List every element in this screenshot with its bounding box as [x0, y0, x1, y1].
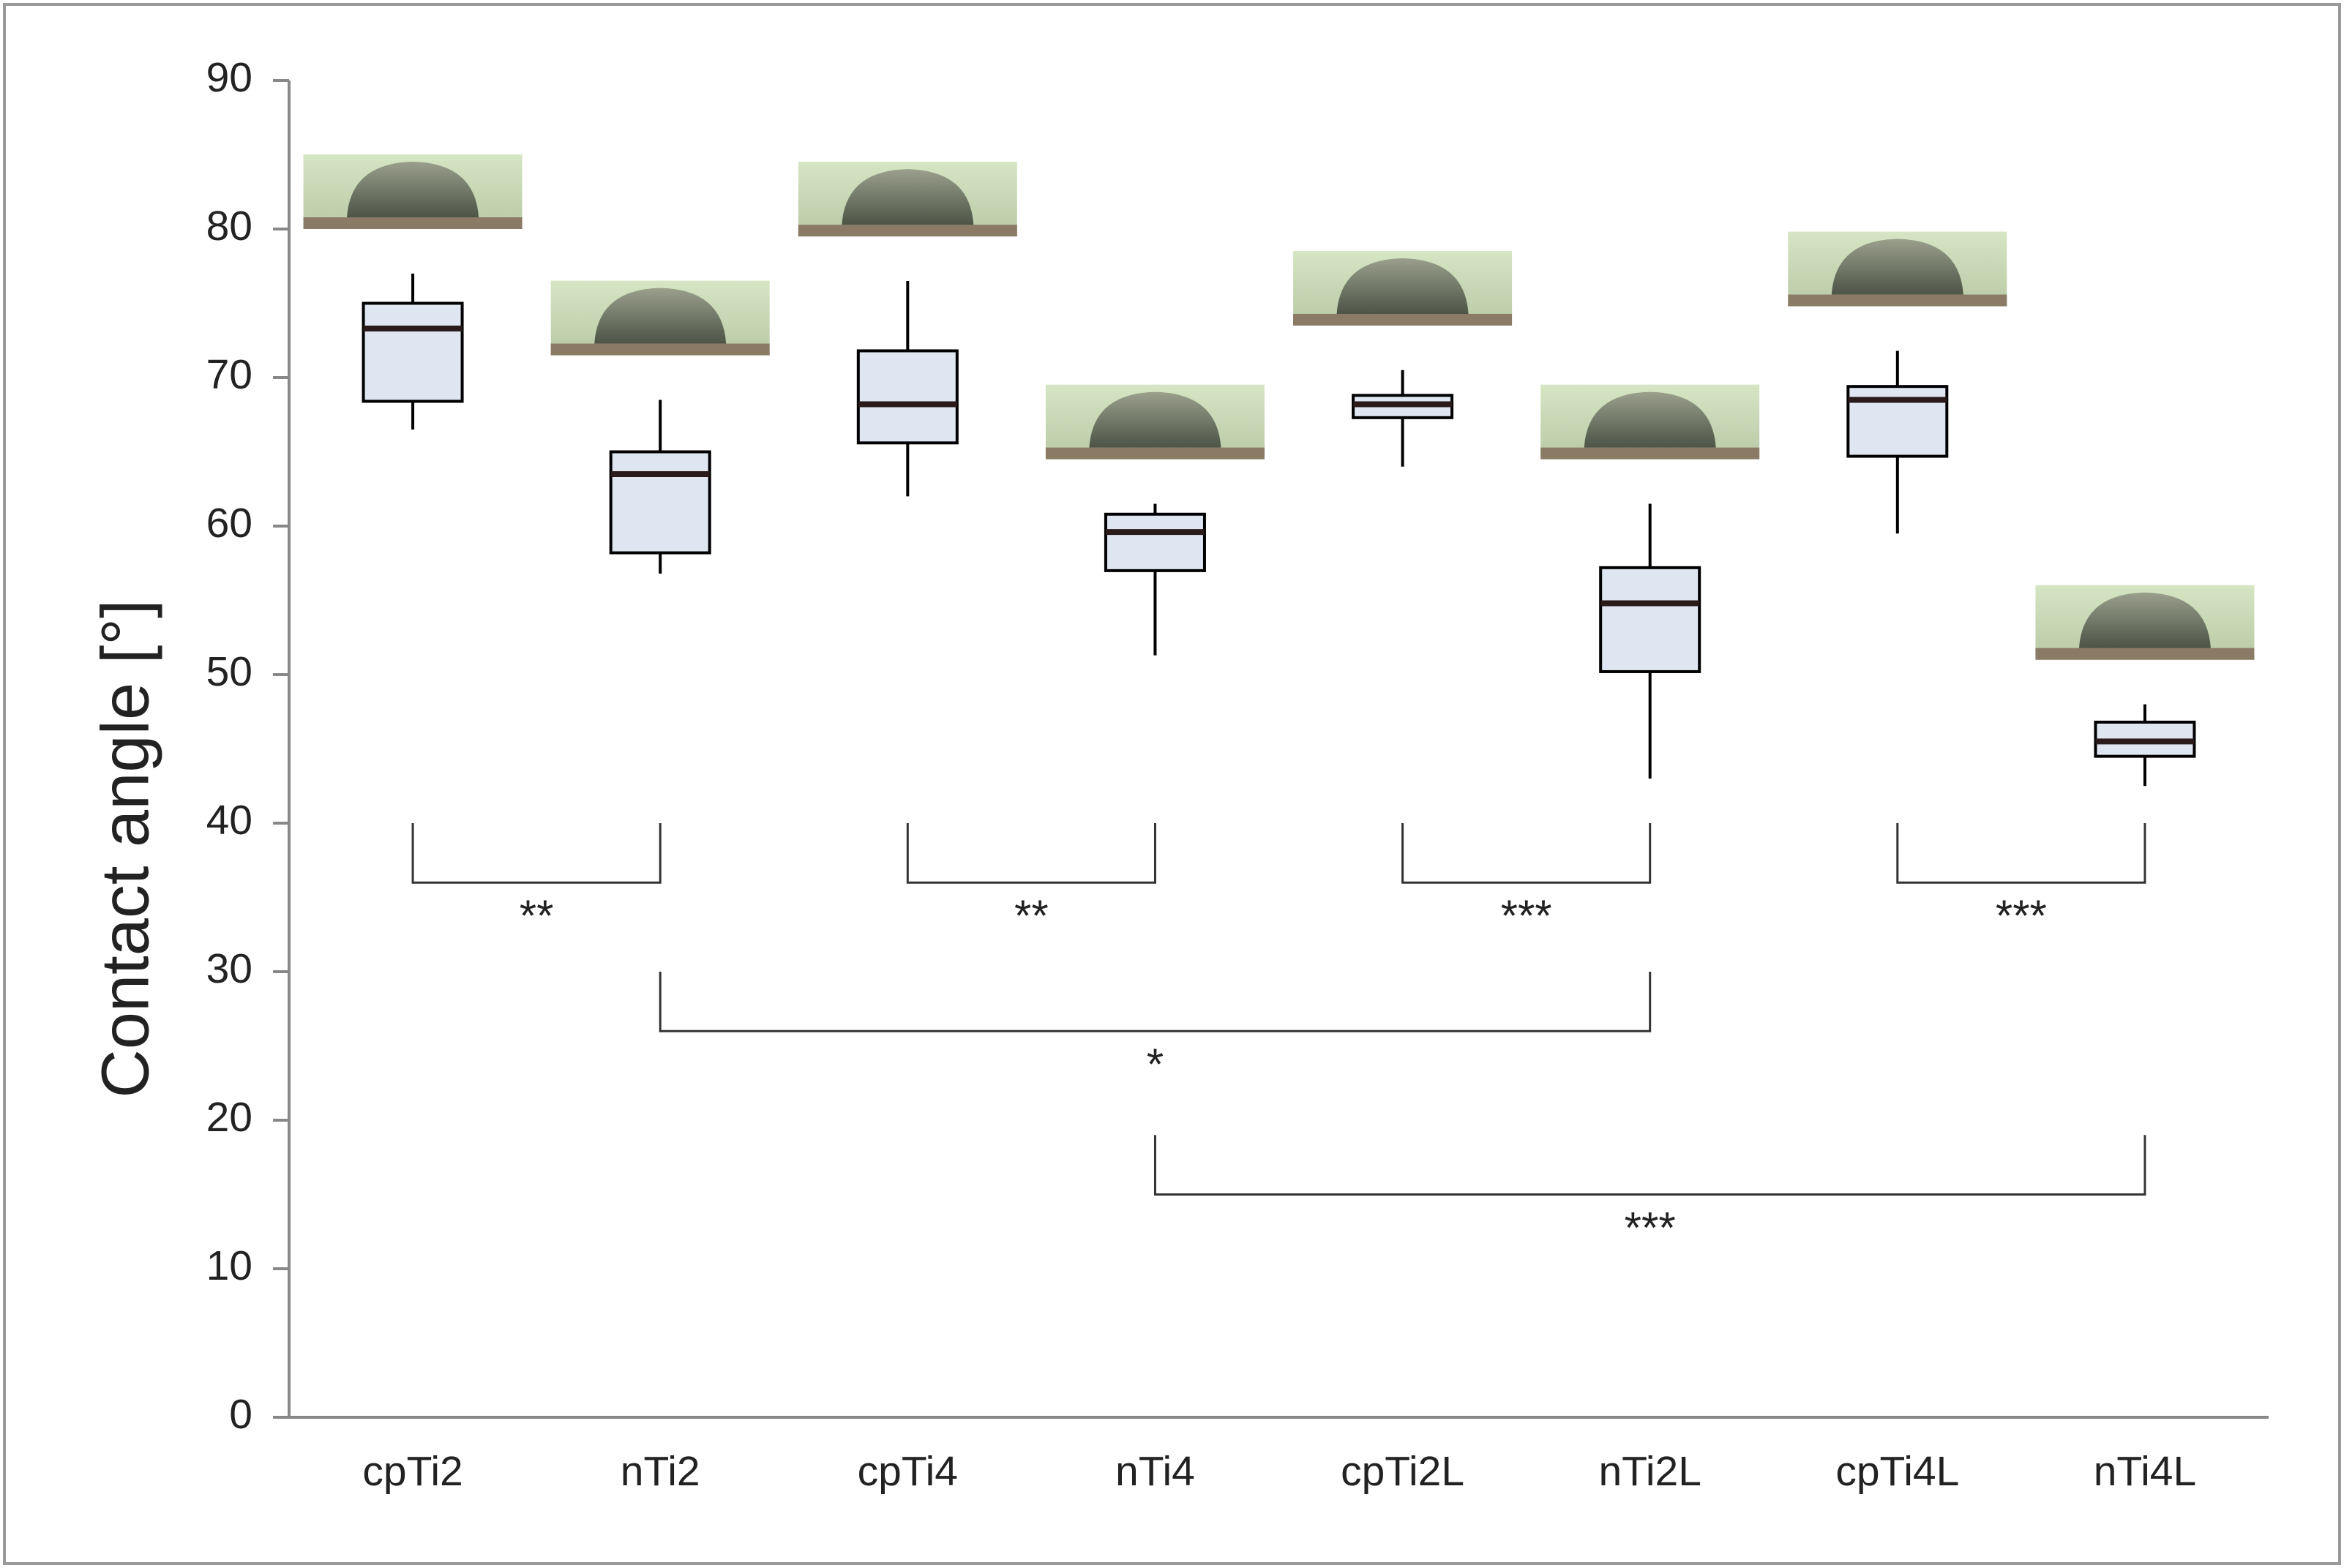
y-tick-label: 10	[206, 1242, 252, 1289]
box	[856, 349, 959, 445]
droplet	[2078, 592, 2211, 648]
x-tick-label: nTi4L	[2094, 1448, 2196, 1495]
significance-bracket	[659, 972, 1652, 1032]
droplet	[1584, 391, 1716, 448]
x-tick-label: cpTi4L	[1835, 1448, 1959, 1495]
droplet	[347, 162, 479, 217]
droplet-image	[1540, 384, 1760, 459]
y-axis-title: Contact angle [°]	[88, 599, 162, 1098]
y-tick-label: 40	[206, 797, 252, 844]
x-tick-label: nTi2	[621, 1448, 700, 1495]
y-tick-label: 70	[206, 351, 252, 398]
x-tick-label: nTi2L	[1598, 1448, 1701, 1495]
significance-label: *	[1147, 1040, 1164, 1089]
droplet	[594, 288, 727, 344]
box	[1599, 566, 1701, 673]
significance-bracket	[1401, 823, 1652, 884]
droplet-image	[2035, 585, 2255, 660]
significance-bracket	[1896, 823, 2146, 884]
droplet-image	[550, 280, 770, 356]
droplet-image	[1788, 231, 2007, 307]
box	[1104, 512, 1206, 572]
droplet	[1336, 258, 1469, 314]
significance-bracket	[906, 823, 1156, 884]
droplet-image	[798, 162, 1017, 237]
droplet-image	[1293, 250, 1513, 326]
droplet	[1089, 391, 1221, 448]
droplet-image	[1045, 384, 1265, 459]
droplet-image	[303, 154, 523, 229]
significance-bracket	[411, 823, 662, 884]
box	[609, 450, 711, 555]
droplet	[842, 169, 974, 225]
significance-label: ***	[1996, 891, 2047, 940]
photo-surface	[1540, 447, 1760, 459]
frame	[3, 3, 2341, 1565]
y-tick-label: 80	[206, 203, 252, 250]
significance-label: ***	[1625, 1203, 1676, 1252]
box	[362, 301, 464, 403]
x-tick-label: cpTi4	[858, 1448, 958, 1495]
significance-bracket	[1153, 1135, 2146, 1196]
x-tick-label: nTi4	[1115, 1448, 1195, 1495]
photo-surface	[1788, 294, 2007, 307]
photo-surface	[798, 225, 1017, 237]
y-tick-label: 90	[206, 54, 252, 101]
significance-label: **	[520, 891, 554, 940]
y-tick-label: 20	[206, 1094, 252, 1141]
y-tick-label: 60	[206, 500, 252, 547]
photo-surface	[1045, 447, 1265, 459]
x-tick-label: cpTi2L	[1341, 1448, 1464, 1495]
photo-surface	[550, 343, 770, 356]
significance-label: **	[1014, 891, 1049, 940]
photo-surface	[1293, 313, 1513, 326]
y-tick-label: 30	[206, 945, 252, 992]
photo-surface	[303, 217, 523, 229]
x-tick-label: cpTi2	[362, 1448, 463, 1495]
photo-surface	[2035, 648, 2255, 660]
droplet	[1831, 239, 1963, 295]
significance-label: ***	[1501, 891, 1552, 940]
y-tick-label: 50	[206, 648, 252, 695]
y-tick-label: 0	[229, 1391, 252, 1438]
